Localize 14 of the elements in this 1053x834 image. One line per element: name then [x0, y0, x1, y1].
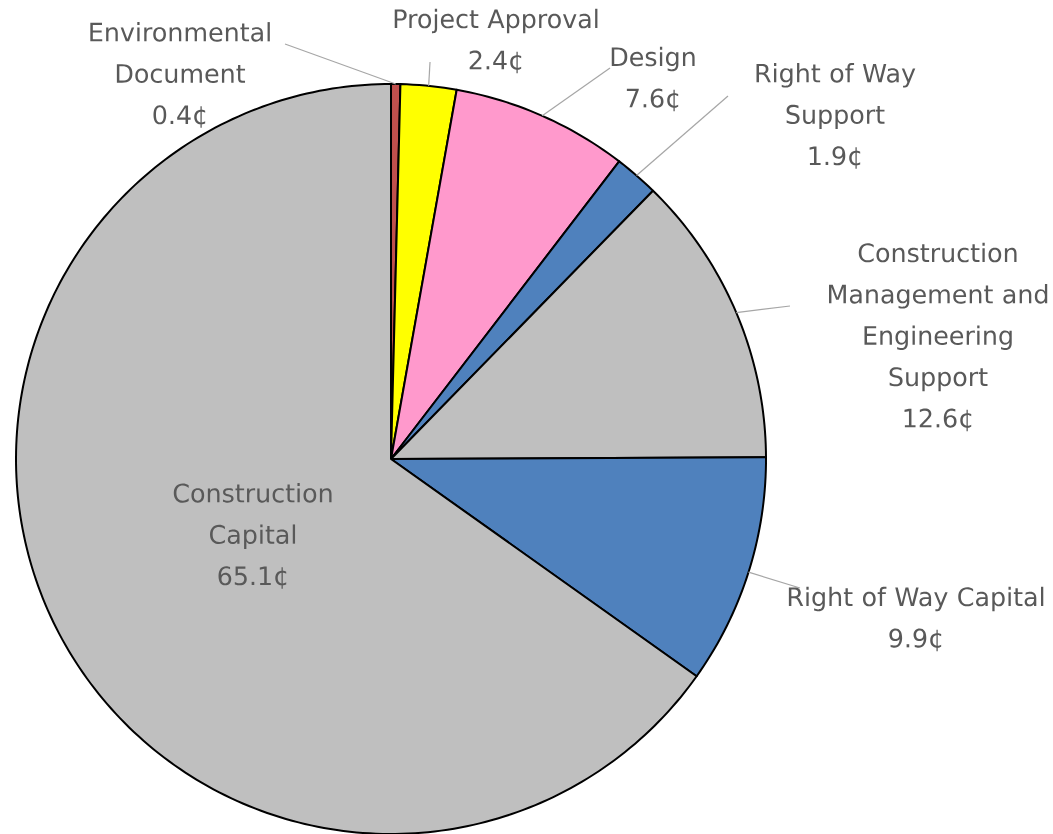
data-label: 2.4¢ [469, 50, 522, 74]
slice-label: Project Approval [394, 8, 598, 34]
data-label: 1.9¢ [809, 146, 861, 169]
data-label: 9.9¢ [889, 628, 942, 652]
slice-label: Construction Management and Engineering Support [829, 242, 1048, 392]
slice-label: Construction Capital [173, 483, 332, 549]
slice-label: Environmental Document [90, 22, 270, 84]
slice-label: Design [611, 46, 695, 72]
data-label: 0.4¢ [153, 105, 206, 128]
slice-label: Right of Way Capital [788, 586, 1044, 612]
data-label: 7.6¢ [626, 88, 679, 112]
slice-label: Right of Way Support [756, 63, 916, 129]
data-label: 65.1¢ [218, 566, 287, 589]
data-label: 12.6¢ [904, 408, 972, 432]
